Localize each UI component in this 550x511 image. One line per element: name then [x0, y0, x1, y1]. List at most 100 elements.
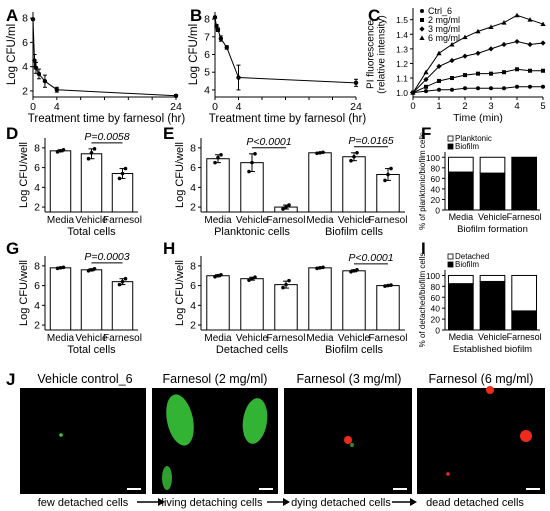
- replicate-point: [355, 151, 359, 155]
- y-tick-label: 8: [34, 142, 40, 154]
- data-point: [450, 87, 454, 92]
- x-tick-label: Media: [204, 215, 232, 226]
- replicate-point: [250, 276, 254, 281]
- arrow-right-icon: [267, 498, 290, 506]
- p-value-label: P=0.0165: [348, 135, 393, 147]
- data-point: [419, 35, 425, 40]
- panel-letter-j: J: [6, 370, 15, 389]
- y-tick-label: 1.0: [396, 88, 408, 98]
- legend-label: Planktonic: [455, 134, 492, 143]
- y-tick-label: 80: [431, 282, 441, 292]
- x-tick-label: Vehicle: [236, 215, 269, 226]
- arrow-right-icon: [392, 498, 417, 506]
- x-axis-label: Treatment time by farnesol (hr): [28, 113, 186, 125]
- legend-label: 3 mg/ml: [428, 24, 460, 34]
- y-tick-label: 8: [22, 13, 28, 25]
- y-tick-label: 20: [431, 195, 441, 205]
- panel-letter-f: F: [421, 124, 431, 143]
- y-tick-label: 60: [431, 293, 441, 303]
- bar: [206, 275, 230, 331]
- panel-letter-b: B: [190, 6, 202, 25]
- data-point: [489, 71, 493, 76]
- stack-segment-light: [479, 156, 506, 174]
- replicate-point: [352, 269, 356, 273]
- legend-label: Biofilm: [455, 142, 479, 151]
- y-tick-label: 0: [435, 206, 440, 216]
- panel-letter-c: C: [368, 6, 380, 25]
- panel-letter-e: E: [163, 124, 174, 143]
- series-line: [214, 17, 357, 84]
- panel-letter-i: I: [421, 239, 426, 258]
- replicate-point: [61, 265, 66, 270]
- replicate-point: [213, 160, 217, 165]
- y-tick-label: 1.1: [396, 74, 408, 84]
- data-point: [450, 76, 454, 81]
- data-point: [353, 80, 359, 86]
- y-axis-label: Log CFU/ml: [188, 24, 200, 85]
- y-tick-label: 6: [34, 280, 40, 292]
- group-label: Biofilm cells: [325, 226, 384, 238]
- y-tick-label: 2: [22, 85, 28, 97]
- replicate-point: [281, 285, 285, 290]
- data-point: [488, 24, 494, 29]
- y-tick-label: 8: [190, 260, 196, 272]
- chart-c: 0 1 2 3 4 5 1.0 1.1 1.2 1.3 1.4 1.5 Time (min) PI flu…: [366, 6, 546, 124]
- replicate-point: [315, 266, 319, 271]
- micrograph-row: Vehicle control_6 Farnesol (2 mg/ml) Far…: [20, 372, 545, 509]
- y-tick-label: 6: [204, 49, 210, 61]
- y-tick-label: 2: [34, 320, 40, 332]
- replicate-point: [216, 273, 220, 278]
- y-tick-label: 2: [190, 320, 196, 332]
- x-tick-label: Media: [449, 332, 474, 342]
- panel-letter-g: G: [6, 239, 19, 258]
- data-point: [420, 18, 424, 22]
- x-tick-label: Farnesol: [369, 333, 408, 344]
- x-axis-label: Time (min): [453, 112, 503, 124]
- data-point: [215, 27, 221, 32]
- y-axis-label: % of detached/biofilm cells: [418, 253, 427, 348]
- data-point: [424, 84, 428, 89]
- data-point: [214, 23, 219, 29]
- micrograph-title-4: Farnesol (6 mg/ml): [429, 372, 534, 386]
- x-tick-label: Vehicle: [338, 333, 371, 344]
- y-tick-label: 6: [22, 37, 28, 49]
- y-axis-label: Log CFU/ml: [6, 24, 18, 85]
- data-point: [54, 87, 60, 92]
- legend-swatch: [447, 253, 454, 260]
- legend-swatch: [447, 143, 454, 150]
- data-point: [423, 76, 429, 83]
- x-tick-label: 4: [54, 101, 60, 113]
- data-point: [462, 53, 468, 59]
- x-tick-label: Vehicle: [75, 333, 108, 344]
- replicate-point: [315, 151, 319, 156]
- x-tick-label: Media: [204, 333, 232, 344]
- replicate-point: [318, 266, 322, 270]
- data-point: [436, 63, 442, 69]
- replicate-point: [284, 205, 288, 209]
- replicate-point: [386, 283, 390, 288]
- data-point: [540, 21, 546, 27]
- y-axis-label: Log CFU/well: [18, 260, 30, 326]
- x-axis-label: Treatment time by farnesol (hr): [209, 113, 367, 125]
- data-point: [501, 41, 507, 48]
- bar: [342, 270, 366, 331]
- x-axis-label: Established biofilm: [453, 344, 532, 355]
- x-tick-label: Farnesol: [369, 215, 408, 226]
- group-label: Detached cells: [216, 344, 289, 356]
- x-axis-label: Total cells: [67, 226, 116, 238]
- replicate-point: [219, 152, 223, 157]
- data-point: [410, 90, 416, 95]
- data-point: [36, 71, 42, 77]
- x-tick-label: 24: [170, 101, 182, 113]
- bar: [111, 281, 134, 331]
- replicate-point: [89, 151, 94, 155]
- replicate-point: [321, 265, 325, 270]
- data-point: [528, 84, 532, 89]
- bar: [49, 267, 72, 331]
- data-point: [419, 26, 425, 32]
- data-point: [527, 17, 533, 22]
- y-tick-label: 1.5: [396, 15, 408, 25]
- scale-bar-2: [259, 488, 273, 490]
